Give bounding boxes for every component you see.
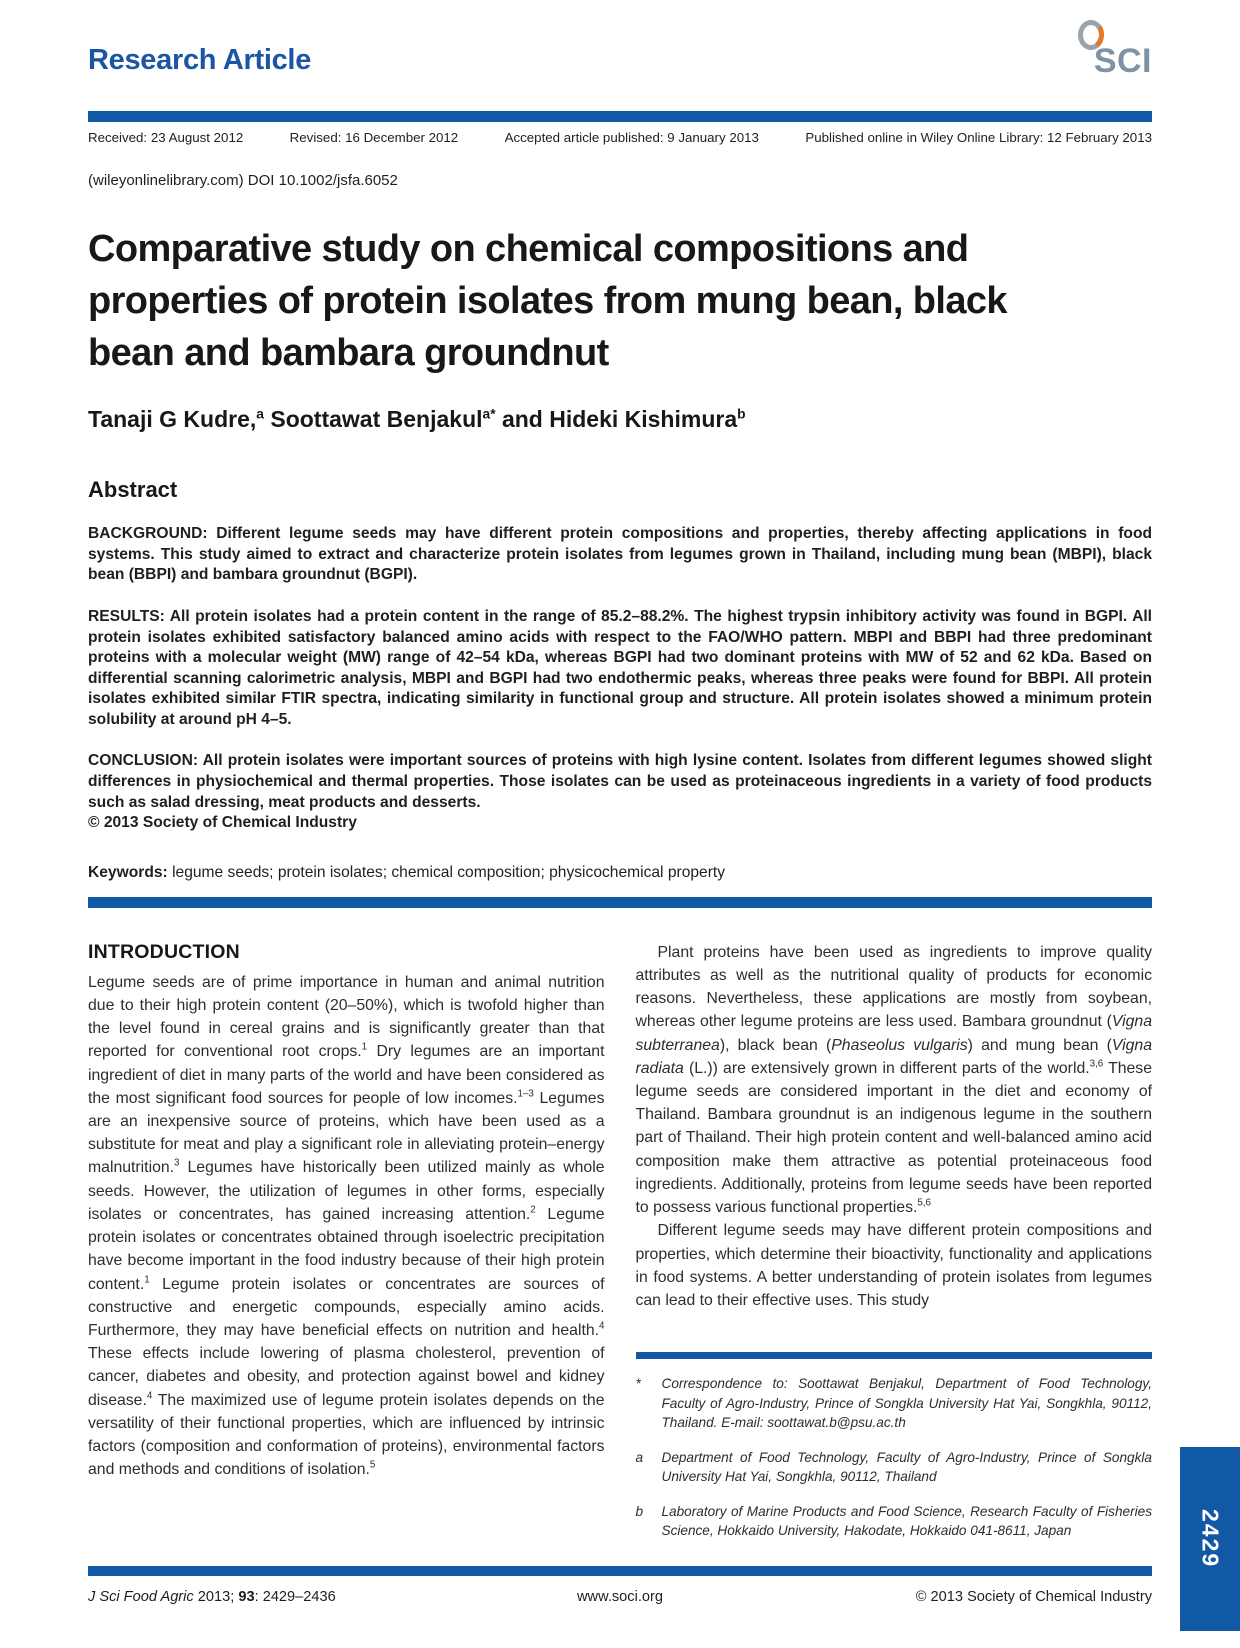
footnote-block: * Correspondence to: Soottawat Benjakul,… — [635, 1352, 1153, 1541]
introduction-heading: INTRODUCTION — [88, 940, 240, 963]
footer-row: J Sci Food Agric 2013; 93: 2429–2436 www… — [88, 1589, 1152, 1605]
sci-ring-icon — [1078, 20, 1104, 50]
page-number: 2429 — [1197, 1509, 1224, 1569]
article-type-label: Research Article — [88, 44, 312, 76]
page-number-tab: 2429 — [1180, 1447, 1240, 1631]
abstract-results: RESULTS: All protein isolates had a prot… — [88, 607, 1152, 728]
page-header: Research Article SCI Received: 23 August… — [88, 0, 1152, 189]
left-column: INTRODUCTION Legume seeds are of prime i… — [88, 941, 605, 1541]
abstract-background: BACKGROUND: Different legume seeds may h… — [88, 525, 1152, 584]
footer-copyright: © 2013 Society of Chemical Industry — [915, 1589, 1153, 1605]
affiliation-footnote-b: b Laboratory of Marine Products and Food… — [636, 1502, 1153, 1541]
body-paragraph: Different legume seeds may have differen… — [635, 1222, 1153, 1309]
received-date: Received: 23 August 2012 — [88, 130, 244, 145]
article-title: Comparative study on chemical compositio… — [88, 228, 1008, 375]
keywords-line: Keywords: legume seeds; protein isolates… — [88, 864, 1152, 882]
footer-divider — [88, 1566, 1152, 1576]
footnote-divider — [635, 1352, 1152, 1360]
masthead: Research Article SCI — [88, 0, 1152, 102]
abstract-copyright-line: © 2013 Society of Chemical Industry — [88, 814, 357, 832]
footnote-marker: a — [635, 1449, 644, 1465]
published-online-date: Published online in Wiley Online Library… — [805, 130, 1152, 145]
revised-date: Revised: 16 December 2012 — [289, 130, 459, 145]
correspondence-footnote: * Correspondence to: Soottawat Benjakul,… — [636, 1374, 1153, 1433]
two-column-body: INTRODUCTION Legume seeds are of prime i… — [88, 941, 1152, 1541]
right-column: Plant proteins have been used as ingredi… — [635, 941, 1153, 1541]
body-paragraph: Plant proteins have been used as ingredi… — [635, 943, 1153, 1217]
society-website: www.soci.org — [577, 1589, 663, 1605]
article-history-row: Received: 23 August 2012 Revised: 16 Dec… — [88, 130, 1152, 145]
abstract-heading: Abstract — [88, 477, 178, 503]
accepted-date: Accepted article published: 9 January 20… — [504, 130, 759, 145]
footnote-marker: * — [635, 1376, 641, 1392]
sci-logo-text: SCI — [1093, 42, 1152, 80]
keywords-divider — [88, 896, 1152, 908]
introduction-paragraph: Legume seeds are of prime importance in … — [88, 973, 605, 1479]
abstract-conclusion: CONCLUSION: All protein isolates were im… — [88, 752, 1152, 811]
footnote-marker: b — [635, 1503, 644, 1519]
abstract-section: Abstract BACKGROUND: Different legume se… — [88, 477, 1152, 882]
footnote-text: Laboratory of Marine Products and Food S… — [661, 1503, 1153, 1539]
journal-citation: J Sci Food Agric 2013; 93: 2429–2436 — [88, 1589, 336, 1605]
footnote-text: Department of Food Technology, Faculty o… — [661, 1449, 1153, 1485]
page-footer: J Sci Food Agric 2013; 93: 2429–2436 www… — [88, 1566, 1152, 1605]
footnote-text: Correspondence to: Soottawat Benjakul, D… — [661, 1376, 1153, 1431]
author-line: Tanaji G Kudre,a Soottawat Benjakula* an… — [88, 406, 746, 433]
keywords-label: Keywords: — [88, 863, 168, 881]
affiliation-footnote-a: a Department of Food Technology, Faculty… — [636, 1448, 1153, 1487]
sci-logo: SCI — [1056, 18, 1152, 90]
keywords-text: legume seeds; protein isolates; chemical… — [172, 863, 726, 881]
doi-line: (wileyonlinelibrary.com) DOI 10.1002/jsf… — [88, 172, 398, 189]
header-divider — [88, 111, 1152, 122]
